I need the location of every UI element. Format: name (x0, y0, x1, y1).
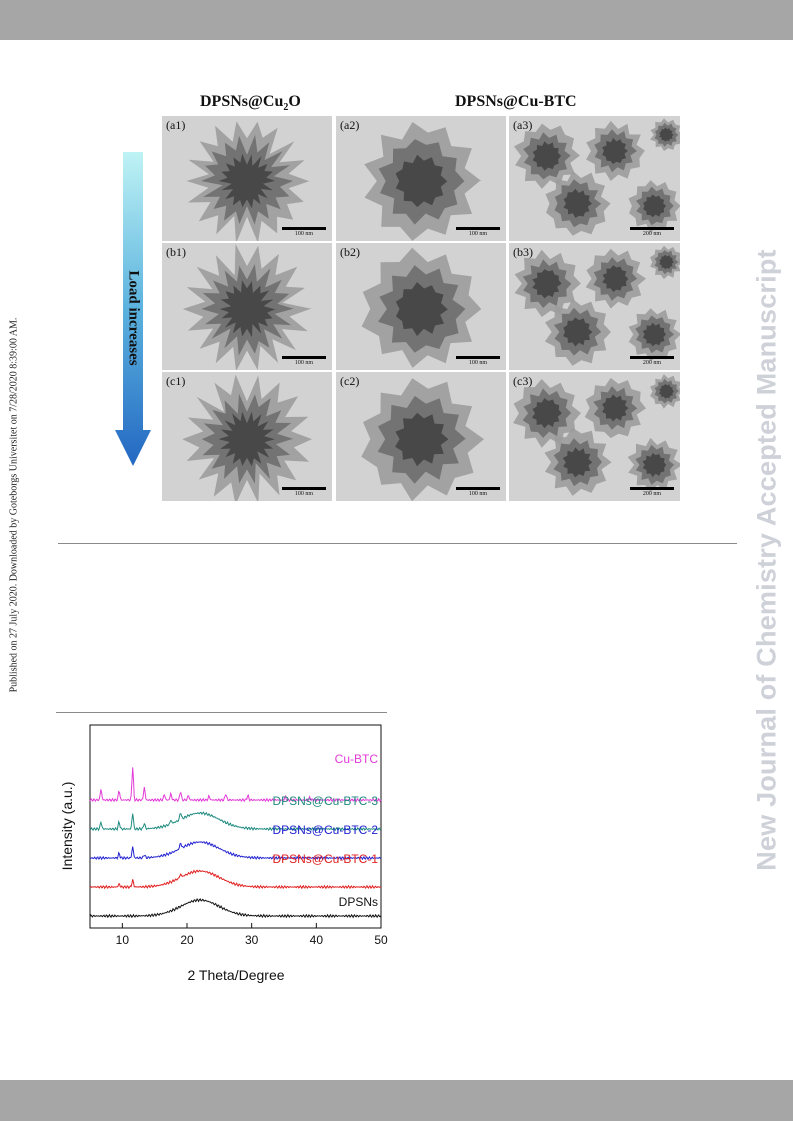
load-increases-arrow (113, 150, 153, 468)
panel-label: (a2) (340, 118, 360, 132)
scale-bar-line (456, 227, 500, 230)
top-gray-band (0, 0, 793, 40)
scale-bar-line (282, 227, 326, 230)
tem-panel: (c1) 100 nm (162, 372, 332, 501)
tem-image (162, 372, 332, 501)
panel-label: (c3) (513, 374, 533, 388)
column-heading-cu2o: DPSNs@Cu2O (200, 93, 301, 114)
x-axis-label: 2 Theta/Degree (187, 967, 284, 983)
scale-bar-text: 100 nm (468, 231, 488, 237)
series-label: DPSNs@Cu-BTC-1 (272, 852, 378, 866)
tem-panel: (b3) 200 nm (509, 243, 680, 370)
scale-bar: 100 nm (456, 227, 500, 237)
tem-panel: (b2) 100 nm (336, 243, 506, 370)
scale-bar: 100 nm (456, 356, 500, 366)
panel-label: (c2) (340, 374, 360, 388)
tem-panel: (a1) 100 nm (162, 116, 332, 241)
series-label: DPSNs@Cu-BTC-3 (272, 794, 378, 808)
scale-bar-line (282, 356, 326, 359)
scale-bar-text: 200 nm (642, 360, 662, 366)
x-tick-label: 40 (310, 933, 324, 947)
scale-bar-line (282, 487, 326, 490)
series-group: Cu-BTC DPSNs@Cu-BTC-3 DPSNs@Cu-BTC-2 DPSNs@… (89, 752, 382, 919)
xrd-chart-svg: Cu-BTC DPSNs@Cu-BTC-3 DPSNs@Cu-BTC-2 DPSNs@… (59, 724, 388, 983)
scale-bar-line (630, 487, 674, 490)
panel-label: (b1) (166, 245, 186, 259)
scale-bar-line (630, 356, 674, 359)
scale-bar-line (456, 356, 500, 359)
tem-panel: (c2) 100 nm (336, 372, 506, 501)
scale-bar: 200 nm (630, 227, 674, 237)
x-tick-label: 20 (180, 933, 194, 947)
scale-bar-line (630, 227, 674, 230)
tem-image (509, 372, 680, 501)
series-label: DPSNs@Cu-BTC-2 (272, 823, 378, 837)
y-axis-label: Intensity (a.u.) (59, 782, 75, 871)
tem-image (509, 243, 680, 370)
plot-frame (89, 724, 382, 929)
x-tick-label: 50 (374, 933, 388, 947)
tem-image (336, 243, 506, 370)
scale-bar: 100 nm (282, 227, 326, 237)
scale-bar-text: 200 nm (642, 491, 662, 497)
panel-label: (c1) (166, 374, 186, 388)
scale-bar-text: 200 nm (642, 231, 662, 237)
series-line (89, 897, 382, 919)
x-axis-ticks: 10 20 30 40 50 (116, 923, 388, 947)
scale-bar-text: 100 nm (294, 491, 314, 497)
chart-top-rule (56, 712, 387, 713)
series-line (89, 869, 382, 890)
x-tick-label: 10 (116, 933, 130, 947)
tem-image (162, 116, 332, 241)
scale-bar: 100 nm (456, 487, 500, 497)
panel-label: (b2) (340, 245, 360, 259)
figure-divider-rule (58, 543, 737, 544)
tem-panel: (a2) 100 nm (336, 116, 506, 241)
scale-bar: 100 nm (282, 487, 326, 497)
scale-bar-line (456, 487, 500, 490)
tem-panel: (b1) 100 nm (162, 243, 332, 370)
tem-panel: (a3) 200 nm (509, 116, 680, 241)
bottom-gray-band (0, 1080, 793, 1121)
tem-image (509, 116, 680, 241)
series-label: Cu-BTC (335, 752, 379, 766)
x-tick-label: 30 (245, 933, 259, 947)
scale-bar: 100 nm (282, 356, 326, 366)
tem-panel: (c3) 200 nm (509, 372, 680, 501)
series-line (89, 767, 382, 803)
tem-image (336, 372, 506, 501)
column-heading-cu-btc: DPSNs@Cu-BTC (455, 93, 577, 110)
series-line (89, 811, 382, 832)
scale-bar-text: 100 nm (294, 231, 314, 237)
tem-image (162, 243, 332, 370)
scale-bar-text: 100 nm (468, 360, 488, 366)
panel-label: (b3) (513, 245, 533, 259)
tem-image (336, 116, 506, 241)
series-label: DPSNs (339, 895, 378, 909)
scale-bar-text: 100 nm (294, 360, 314, 366)
xrd-chart: Cu-BTC DPSNs@Cu-BTC-3 DPSNs@Cu-BTC-2 DPSNs@… (56, 713, 390, 985)
scale-bar-text: 100 nm (468, 491, 488, 497)
panel-label: (a3) (513, 118, 533, 132)
panel-label: (a1) (166, 118, 186, 132)
scale-bar: 200 nm (630, 487, 674, 497)
series-line (89, 841, 382, 861)
scale-bar: 200 nm (630, 356, 674, 366)
